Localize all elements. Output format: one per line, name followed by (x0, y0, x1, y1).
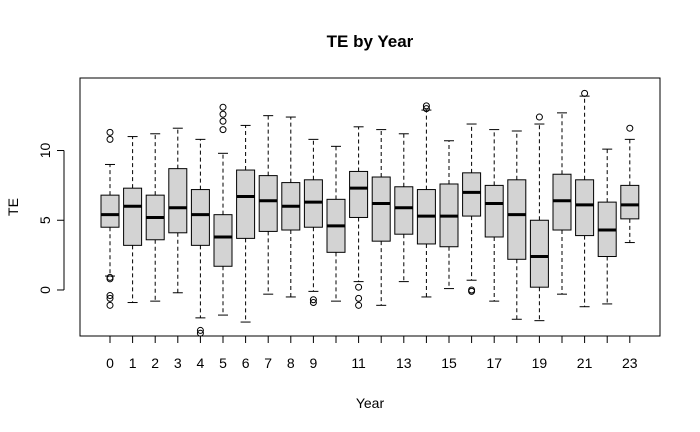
x-tick-label: 15 (441, 355, 457, 371)
x-tick-label: 4 (197, 355, 205, 371)
box-iqr (462, 172, 482, 217)
x-tick-label: 17 (486, 355, 502, 371)
box-year-1 (123, 136, 143, 304)
box-year-23 (620, 124, 640, 244)
outlier-point (219, 110, 227, 118)
box-year-8 (281, 116, 301, 298)
box-iqr (349, 170, 369, 218)
outlier-point (219, 103, 227, 111)
box-iqr (507, 179, 527, 260)
box-year-15 (439, 140, 459, 290)
box-year-12 (371, 129, 391, 306)
box-year-9 (303, 138, 323, 307)
box-year-14 (416, 102, 436, 298)
outlier-point (196, 326, 204, 334)
box-iqr (371, 176, 391, 242)
outlier-point (581, 89, 589, 97)
outlier-point (106, 292, 114, 300)
outlier-point (106, 275, 114, 283)
box-year-6 (236, 124, 256, 323)
box-year-4 (190, 138, 210, 337)
box-year-21 (575, 89, 595, 308)
chart-title: TE by Year (327, 32, 414, 51)
x-tick-label: 9 (310, 355, 318, 371)
outlier-point (468, 287, 476, 295)
x-tick-label: 13 (396, 355, 412, 371)
box-iqr (620, 184, 640, 220)
box-year-20 (552, 112, 572, 295)
box-year-3 (168, 127, 188, 294)
outlier-point (106, 294, 114, 302)
outlier-point (309, 296, 317, 304)
box-year-11 (349, 126, 369, 309)
box-iqr (394, 186, 414, 235)
box-iqr (236, 169, 256, 239)
outlier-point (219, 117, 227, 125)
x-tick-label: 23 (622, 355, 638, 371)
x-axis-label: Year (356, 395, 385, 411)
box-year-5 (213, 103, 233, 316)
outlier-point (219, 126, 227, 134)
x-tick-label: 5 (219, 355, 227, 371)
box-iqr (213, 214, 233, 267)
outlier-point (626, 124, 634, 132)
box-year-0 (100, 128, 120, 309)
box-year-18 (507, 130, 527, 320)
box-iqr (529, 219, 549, 288)
outlier-point (355, 294, 363, 302)
box-iqr (168, 168, 188, 234)
x-tick-label: 0 (106, 355, 114, 371)
outlier-point (422, 105, 430, 113)
y-tick-label: 0 (37, 286, 53, 294)
x-tick-label: 1 (129, 355, 137, 371)
y-tick-label: 5 (37, 216, 53, 224)
box-year-2 (145, 133, 165, 302)
x-tick-label: 2 (151, 355, 159, 371)
x-tick-label: 6 (242, 355, 250, 371)
box-year-7 (258, 115, 278, 295)
box-iqr (484, 184, 504, 238)
outlier-point (106, 301, 114, 309)
box-iqr (123, 187, 143, 246)
outlier-point (106, 135, 114, 143)
outlier-point (309, 299, 317, 307)
box-year-17 (484, 129, 504, 302)
outlier-point (535, 113, 543, 121)
plot-frame (79, 77, 661, 337)
x-tick-label: 8 (287, 355, 295, 371)
y-axis: 0 5 10 (37, 143, 65, 294)
box-iqr (100, 194, 120, 228)
x-tick-label: 7 (264, 355, 272, 371)
y-axis-label: TE (5, 198, 21, 216)
y-tick-label: 10 (37, 143, 53, 159)
x-tick-label: 21 (577, 355, 593, 371)
box-year-13 (394, 133, 414, 283)
outlier-point (355, 301, 363, 309)
x-tick-label: 19 (532, 355, 548, 371)
x-tick-label: 3 (174, 355, 182, 371)
boxes-layer (100, 89, 640, 337)
outlier-point (106, 128, 114, 136)
box-iqr (258, 175, 278, 232)
x-tick-label: 11 (351, 355, 366, 371)
box-year-10 (326, 145, 346, 302)
outlier-point (355, 283, 363, 291)
box-year-16 (462, 123, 482, 295)
box-year-22 (597, 148, 617, 305)
box-iqr (575, 179, 595, 237)
outlier-point (422, 102, 430, 110)
box-iqr (190, 189, 210, 246)
box-year-19 (529, 113, 549, 322)
